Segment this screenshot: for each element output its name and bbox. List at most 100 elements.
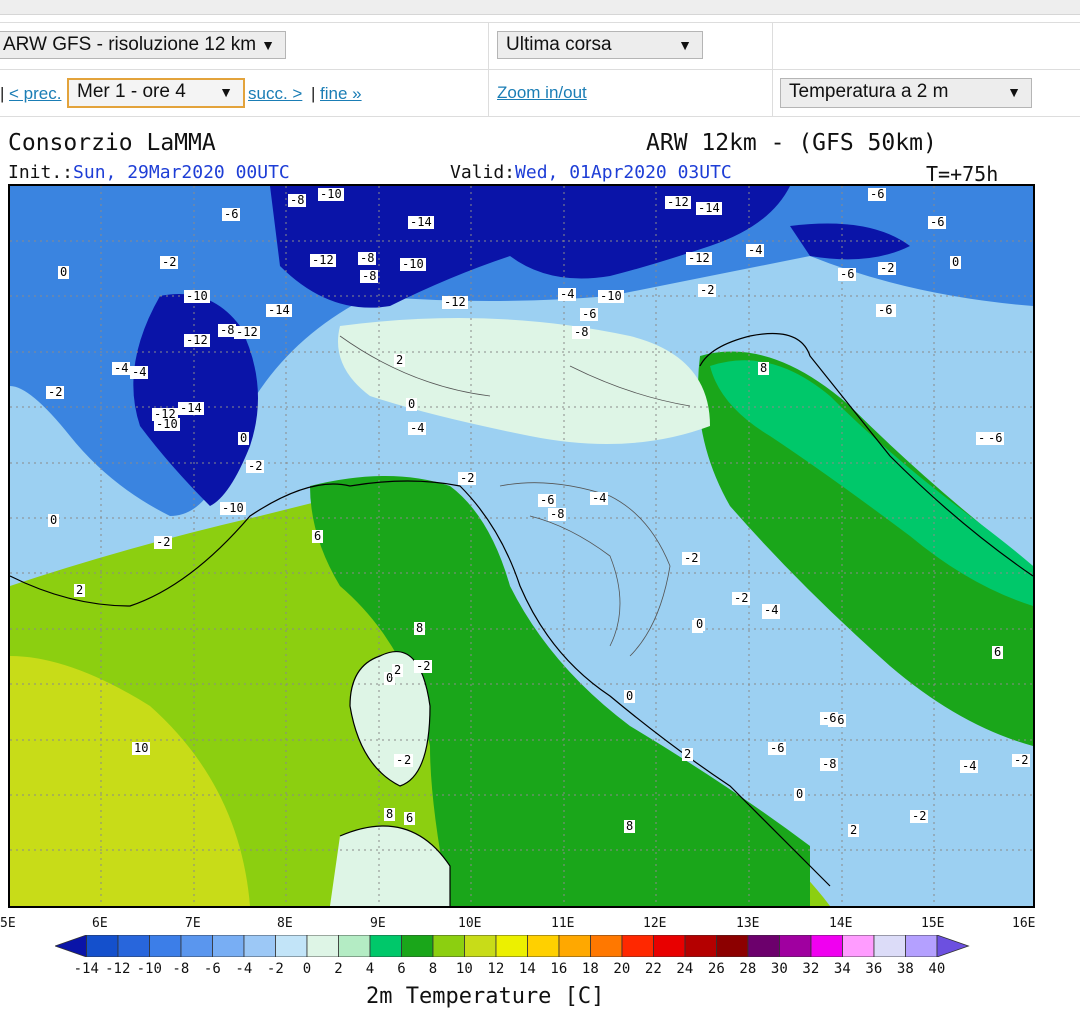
colorbar-cell [86,935,119,957]
init-value: Sun, 29Mar2020 00UTC [73,162,290,183]
field-western-alps-cold [133,294,258,506]
end-link[interactable]: fine » [320,84,362,103]
temp-label: -6 [768,741,787,755]
variable-select-value: Temperatura a 2 m [789,81,949,102]
next-link[interactable]: succ. > [248,84,303,103]
time-select[interactable]: Mer 1 - ore 4 ▼ [67,78,245,108]
temp-label: -2 [732,591,751,605]
temp-label: 2 [848,823,860,837]
zoom-link[interactable]: Zoom in/out [497,83,587,102]
temp-label: 2 [74,583,86,597]
temp-label: -10 [220,501,246,515]
colorbar-tick: 10 [455,961,473,977]
temp-label: -2 [160,255,179,269]
map-field [10,186,1033,906]
colorbar-cell [653,935,686,957]
colorbar-cell [621,935,654,957]
temp-label: -2 [682,551,701,565]
init-label: Init.: [8,162,74,183]
colorbar-cell [810,935,843,957]
colorbar-tick: 26 [707,961,725,977]
colorbar-tick: 36 [865,961,883,977]
colorbar-cell [779,935,812,957]
valid-value: Wed, 01Apr2020 03UTC [515,162,732,183]
temp-label: 0 [406,397,418,411]
colorbar-tick: 8 [428,961,438,977]
temp-label: 0 [238,431,250,445]
temp-label: -10 [318,187,344,201]
temp-label: -4 [130,365,149,379]
run-select-value: Ultima corsa [506,34,612,55]
table-divider-2 [772,22,773,116]
temp-label: -6 [820,711,839,725]
colorbar-tick: 18 [581,961,599,977]
colorbar-cell [306,935,339,957]
colorbar-tick: 6 [397,961,406,977]
temp-label: -10 [154,417,180,431]
temp-label: -2 [698,283,717,297]
table-divider-1 [488,22,489,116]
temp-label: 2 [392,663,404,677]
temp-label: -14 [178,401,204,415]
longitude-label: 5E [0,916,16,931]
temp-label: -12 [310,253,336,267]
temp-label: 0 [58,265,70,279]
colorbar-cell [369,935,402,957]
field-tyrrhenian [310,476,810,906]
table-border-bottom [0,116,1080,117]
producer-title: Consorzio LaMMA [8,130,216,156]
temp-label: 2 [682,747,694,761]
temp-label: -8 [360,269,379,283]
colorbar-cell [842,935,875,957]
longitude-label: 13E [736,916,760,931]
colorbar-tick: 24 [676,961,694,977]
temp-label: 2 [402,753,414,767]
temp-label: 0 [694,617,706,631]
colorbar-cell [936,935,970,957]
colorbar-tick: -8 [172,961,190,977]
temp-label: -6 [222,207,241,221]
model-select[interactable]: ARW GFS - risoluzione 12 km ▼ [0,31,286,59]
field-po-valley [338,318,710,444]
colorbar-tick: -10 [136,961,162,977]
colorbar-tick: 38 [896,961,914,977]
longitude-label: 15E [921,916,945,931]
separator: | [0,84,5,103]
temp-label: -4 [408,421,427,435]
temp-label: -10 [598,289,624,303]
colorbar-cell [527,935,560,957]
longitude-label: 8E [277,916,293,931]
temp-label: 10 [132,741,151,755]
longitude-label: 16E [1012,916,1036,931]
colorbar-cell [747,935,780,957]
temp-label: -10 [184,289,210,303]
colorbar [55,935,970,957]
temp-label: -6 [928,215,947,229]
colorbar-title: 2m Temperature [C] [366,984,605,1009]
colorbar-cell [873,935,906,957]
colorbar-cell [55,935,87,957]
temp-label: -12 [234,325,260,339]
chevron-down-icon: ▼ [1007,84,1021,100]
colorbar-tick: 22 [644,961,662,977]
run-select[interactable]: Ultima corsa ▼ [497,31,703,59]
prev-link[interactable]: < prec. [9,84,62,103]
colorbar-tick: 34 [833,961,851,977]
colorbar-cell [495,935,528,957]
temp-label: -2 [458,471,477,485]
variable-select[interactable]: Temperatura a 2 m ▼ [780,78,1032,108]
temp-label: 6 [404,811,416,825]
temp-label: -6 [538,493,557,507]
field-adriatic [698,351,1033,746]
model-title: ARW 12km - (GFS 50km) [646,130,937,156]
temp-label: -8 [288,193,307,207]
longitude-label: 7E [185,916,201,931]
temperature-map[interactable]: -6 -8 -10 -14 -12 -14 -6 -12 -8 -12 -10 … [8,184,1035,908]
colorbar-cell [180,935,213,957]
temp-label: -2 [246,459,265,473]
temp-label: 0 [794,787,806,801]
temp-label: -10 [400,257,426,271]
colorbar-cell [401,935,434,957]
temp-label: -6 [986,431,1005,445]
colorbar-tick: 14 [518,961,536,977]
